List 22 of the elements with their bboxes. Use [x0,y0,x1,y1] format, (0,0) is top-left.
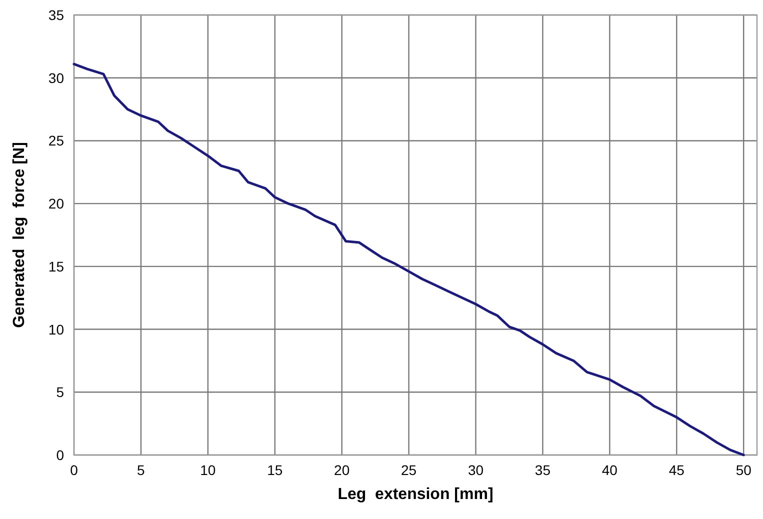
y-tick-label: 20 [48,196,64,212]
x-tick-label: 25 [401,462,417,478]
line-series [72,62,745,456]
x-tick-label: 10 [200,462,216,478]
x-tick-label: 50 [736,462,752,478]
y-tick-label: 15 [48,258,64,274]
x-tick-label: 20 [334,462,350,478]
y-axis-title: Generated leg force [N] [11,142,28,328]
x-tick-label: 0 [70,462,78,478]
x-tick-label: 30 [468,462,484,478]
y-tick-label: 0 [56,447,64,463]
x-tick-label: 5 [137,462,146,478]
y-tick-label: 30 [48,70,64,86]
x-tick-label: 15 [267,462,283,478]
x-tick-label: 45 [668,462,685,478]
x-axis-title: Leg extension [mm] [338,486,494,503]
x-tick-label: 35 [534,462,551,478]
x-tick-label: 40 [602,462,618,478]
y-tick-label: 5 [56,384,64,400]
y-tick-label: 25 [48,132,64,149]
y-tick-label: 10 [48,321,64,338]
y-tick-label: 35 [48,7,64,23]
